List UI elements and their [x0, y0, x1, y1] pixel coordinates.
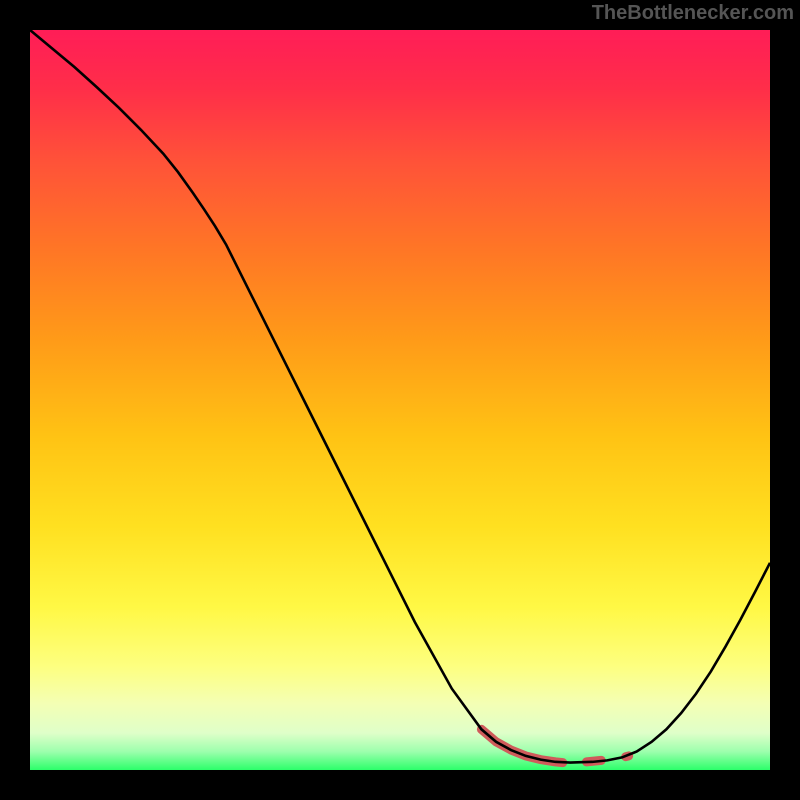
- plot-background: [30, 30, 770, 770]
- attribution-text: TheBottlenecker.com: [586, 0, 800, 27]
- chart-svg: [0, 0, 800, 800]
- chart-root: TheBottlenecker.com: [0, 0, 800, 800]
